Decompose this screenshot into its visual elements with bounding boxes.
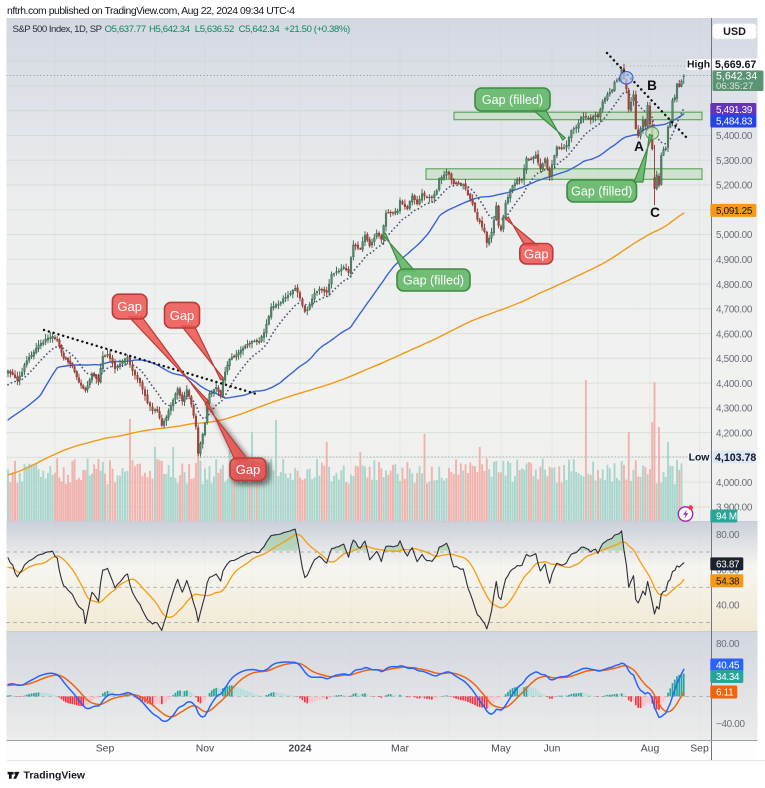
svg-text:54.38: 54.38 [716,577,740,588]
svg-text:60.00: 60.00 [716,565,740,576]
svg-text:4,500.00: 4,500.00 [716,354,753,365]
svg-text:Nov: Nov [196,744,215,755]
svg-text:5,484.83: 5,484.83 [716,117,753,128]
svg-text:5,642.34: 5,642.34 [716,71,757,83]
svg-text:Gap: Gap [236,462,261,477]
svg-text:Sep: Sep [96,744,115,755]
svg-text:80.00: 80.00 [716,639,740,650]
svg-text:B: B [647,78,657,93]
svg-text:High: High [687,60,710,71]
svg-text:4,700.00: 4,700.00 [716,305,753,316]
svg-text:4,000.00: 4,000.00 [716,478,753,489]
svg-text:2024: 2024 [288,744,311,755]
svg-text:4,103.78: 4,103.78 [715,452,756,464]
svg-text:6.11: 6.11 [716,688,734,699]
svg-text:nftrh.com published on Trading: nftrh.com published on TradingView.com, … [7,6,295,17]
svg-text:Gap (filled): Gap (filled) [571,185,632,199]
svg-text:5,669.67: 5,669.67 [715,59,756,71]
svg-text:C5,642.34: C5,642.34 [239,24,281,35]
svg-text:Gap (filled): Gap (filled) [403,274,464,288]
svg-text:May: May [491,744,511,755]
svg-text:4,300.00: 4,300.00 [716,404,753,415]
svg-text:5,091.25: 5,091.25 [716,206,753,217]
svg-text:USD: USD [723,26,746,38]
svg-text:Aug: Aug [641,744,660,755]
svg-text:Gap: Gap [117,299,142,314]
svg-text:Mar: Mar [391,744,409,755]
svg-text:H5,642.34: H5,642.34 [149,24,191,35]
svg-text:4,600.00: 4,600.00 [716,329,753,340]
svg-text:L5,636.52: L5,636.52 [195,24,234,35]
svg-text:5,400.00: 5,400.00 [716,131,753,142]
svg-text:TradingView: TradingView [24,771,86,782]
svg-text:3,900.00: 3,900.00 [716,503,753,514]
svg-text:Jun: Jun [544,744,561,755]
svg-text:06:35:27: 06:35:27 [716,81,753,92]
svg-text:4,400.00: 4,400.00 [716,379,753,390]
svg-text:C: C [650,205,660,220]
svg-text:−40.00: −40.00 [716,719,745,730]
svg-text:63.87: 63.87 [716,560,739,571]
svg-text:Low: Low [689,452,711,463]
svg-text:4,200.00: 4,200.00 [716,428,753,439]
svg-text:5,000.00: 5,000.00 [716,230,753,241]
svg-text:5,300.00: 5,300.00 [716,156,753,167]
svg-text:Gap: Gap [170,308,195,323]
svg-text:5,200.00: 5,200.00 [716,181,753,192]
svg-text:Gap: Gap [524,246,549,261]
svg-text:4,800.00: 4,800.00 [716,280,753,291]
svg-text:+21.50 (+0.38%): +21.50 (+0.38%) [284,24,350,35]
svg-text:5,491.39: 5,491.39 [716,105,753,116]
svg-text:4,900.00: 4,900.00 [716,255,753,266]
svg-text:A: A [634,139,644,154]
svg-text:S&P 500 Index, 1D, SP: S&P 500 Index, 1D, SP [13,24,102,35]
svg-text:80.00: 80.00 [716,530,740,541]
svg-text:34.34: 34.34 [716,672,740,683]
svg-text:40.00: 40.00 [716,601,740,612]
svg-text:Sep: Sep [690,744,709,755]
svg-text:94 M: 94 M [716,512,737,523]
svg-text:40.45: 40.45 [716,661,740,672]
svg-text:Gap (filled): Gap (filled) [482,93,543,107]
svg-text:O5,637.77: O5,637.77 [105,24,146,35]
